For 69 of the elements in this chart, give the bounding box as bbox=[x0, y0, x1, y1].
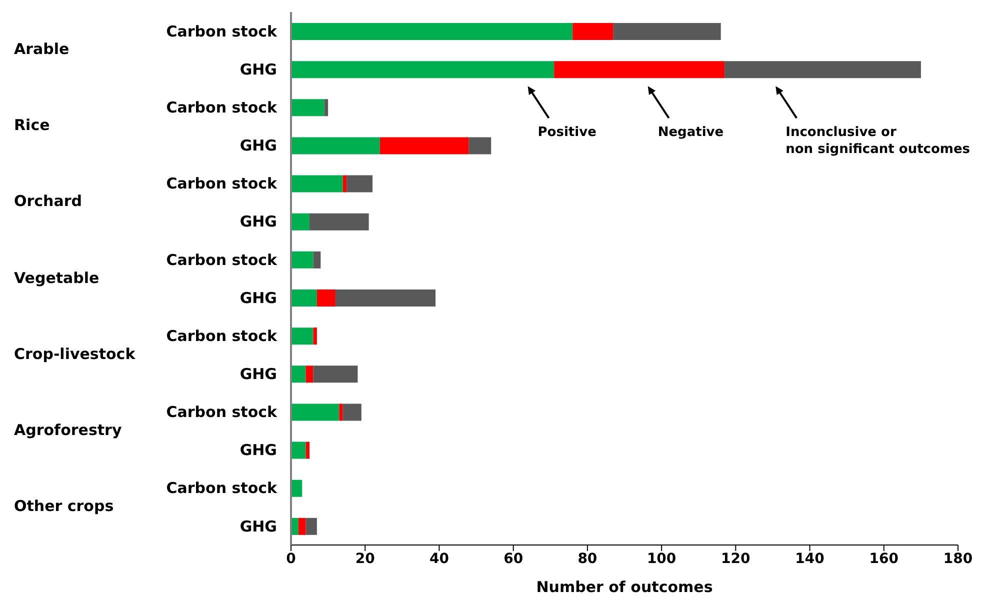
y-tick-label: Carbon stock bbox=[166, 98, 278, 117]
y-tick-label: GHG bbox=[240, 60, 277, 78]
y-tick-label: GHG bbox=[240, 517, 277, 536]
bar bbox=[380, 137, 469, 154]
x-tick-label: 0 bbox=[286, 550, 296, 567]
bar bbox=[291, 328, 314, 345]
bar bbox=[306, 366, 314, 383]
x-tick-label: 140 bbox=[795, 550, 825, 567]
bar bbox=[291, 480, 302, 497]
bar bbox=[291, 213, 310, 230]
text: Negative bbox=[658, 125, 724, 140]
bar bbox=[572, 23, 614, 40]
bar bbox=[339, 404, 343, 421]
y-tick-label: Carbon stock bbox=[166, 403, 278, 422]
bar bbox=[298, 518, 306, 535]
text: Inconclusive or non significant outcomes bbox=[786, 125, 970, 158]
x-tick-label: 180 bbox=[943, 550, 973, 567]
bar bbox=[310, 213, 369, 230]
bar bbox=[342, 175, 347, 192]
bar bbox=[291, 23, 573, 40]
bar bbox=[306, 442, 310, 459]
y-tick-label: GHG bbox=[240, 365, 277, 384]
x-tick-label: 100 bbox=[646, 550, 676, 567]
y-tick-label: Carbon stock bbox=[166, 479, 278, 498]
x-tick-label: 120 bbox=[721, 550, 751, 567]
bar bbox=[324, 99, 328, 116]
y-tick-label: GHG bbox=[240, 441, 277, 460]
text: Orchard bbox=[14, 192, 82, 210]
bar bbox=[291, 175, 343, 192]
bar bbox=[313, 251, 321, 268]
y-tick-label: Carbon stock bbox=[166, 250, 278, 269]
bar bbox=[613, 23, 721, 40]
bar bbox=[554, 61, 725, 78]
text: Other crops bbox=[14, 496, 114, 515]
text: Rice bbox=[14, 116, 50, 134]
x-axis-title: Number of outcomes bbox=[535, 578, 714, 596]
x-tick-label: 40 bbox=[429, 550, 450, 567]
y-tick-label: GHG bbox=[240, 136, 277, 155]
bar bbox=[335, 290, 436, 306]
bar bbox=[306, 518, 317, 535]
bar bbox=[724, 61, 921, 78]
bar bbox=[291, 442, 306, 459]
y-tick-label: Carbon stock bbox=[166, 326, 278, 345]
bar bbox=[291, 137, 380, 154]
y-tick-label: Carbon stock bbox=[166, 174, 278, 193]
bar bbox=[291, 404, 340, 421]
bar bbox=[291, 61, 554, 78]
x-tick-label: 160 bbox=[869, 550, 899, 567]
bar bbox=[291, 290, 317, 306]
text: Arable bbox=[14, 40, 70, 58]
x-tick-label: 80 bbox=[578, 550, 598, 567]
x-tick-label: 20 bbox=[355, 550, 376, 567]
text: Positive bbox=[538, 125, 597, 140]
y-tick-label: Carbon stock bbox=[166, 22, 278, 40]
y-tick-label: GHG bbox=[240, 212, 277, 231]
bar bbox=[291, 99, 324, 116]
bar bbox=[342, 404, 362, 421]
y-tick-label: GHG bbox=[240, 288, 277, 307]
text: Crop-livestock bbox=[14, 344, 136, 363]
bar bbox=[346, 175, 373, 192]
bar bbox=[468, 137, 492, 154]
text: Vegetable bbox=[14, 268, 100, 286]
bar bbox=[313, 366, 358, 383]
bar bbox=[291, 366, 306, 383]
bar bbox=[313, 328, 317, 345]
x-tick-label: 60 bbox=[504, 550, 524, 567]
bar bbox=[291, 251, 314, 268]
text: Agroforestry bbox=[14, 420, 122, 439]
bar bbox=[316, 290, 336, 306]
